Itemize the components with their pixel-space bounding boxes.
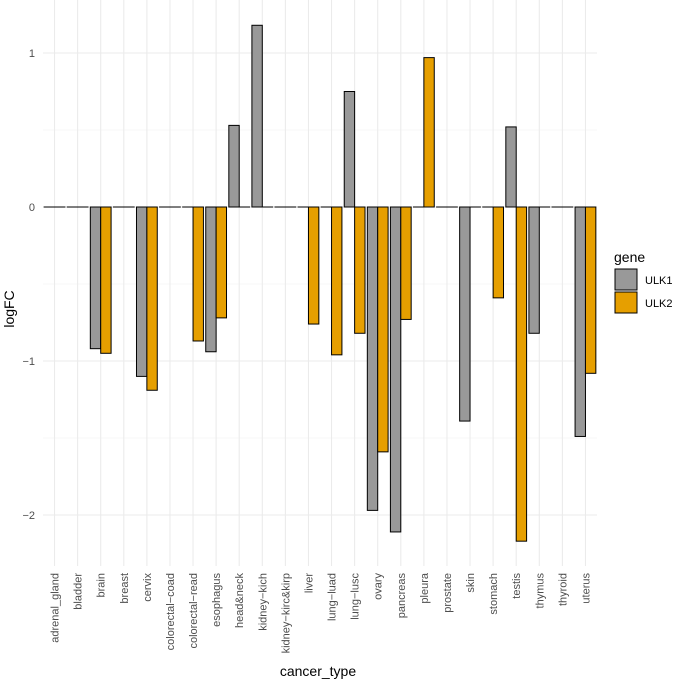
x-tick-label: bladder	[73, 573, 85, 610]
x-tick-label: thymus	[534, 573, 546, 609]
x-tick-label: prostate	[442, 573, 454, 613]
x-tick-label: liver	[303, 573, 315, 594]
legend-swatch-ulk1	[614, 268, 638, 291]
bar-ulk2-11	[307, 206, 320, 325]
bar-ulk1-21	[528, 206, 540, 334]
x-tick-label: lung−lusc	[350, 573, 362, 620]
bar-ulk1-13	[343, 91, 356, 208]
bar-ulk2-15	[400, 206, 412, 320]
bar-ulk1-15	[389, 206, 402, 533]
bar-ulk2-16	[423, 57, 435, 208]
y-tick-label: −2	[22, 510, 35, 522]
x-tick-label: kidney−kich	[257, 573, 269, 631]
bar-ulk1-8	[228, 124, 240, 208]
x-tick-label: head&neck	[234, 573, 246, 629]
bar-ulk1-4	[135, 206, 148, 377]
x-tick-label: kidney−kirc&kirp	[280, 573, 292, 653]
y-tick-label: 0	[29, 202, 35, 214]
grid-lines	[43, 0, 597, 566]
x-tick-label: pancreas	[396, 573, 408, 619]
bar-ulk2-20	[515, 206, 528, 542]
bars	[43, 24, 597, 542]
x-tick-label: colorectal−coad	[165, 573, 177, 650]
y-tick-label: 1	[29, 48, 35, 60]
y-tick-label: −1	[22, 356, 35, 368]
bar-ulk2-14	[377, 206, 389, 453]
bar-ulk2-2	[100, 206, 112, 354]
bar-ulk2-6	[192, 206, 204, 342]
x-tick-label: brain	[96, 573, 108, 597]
legend: gene ULK1 ULK2	[614, 249, 673, 314]
bar-ulk1-20	[505, 126, 517, 208]
bar-ulk1-2	[89, 206, 102, 350]
bar-ulk2-19	[492, 206, 505, 299]
bar-ulk2-23	[584, 206, 597, 374]
y-axis-title: logFC	[1, 290, 17, 327]
x-axis-ticks: adrenal_gland bladder brain breast cervix col…	[50, 572, 593, 653]
bar-ulk1-23	[574, 206, 586, 437]
x-tick-label: esophagus	[211, 573, 223, 627]
bar-ulk1-7	[205, 206, 217, 353]
bar-ulk1-14	[366, 206, 379, 511]
x-tick-label: skin	[465, 573, 477, 593]
x-tick-label: testis	[511, 573, 523, 599]
legend-swatch-ulk2	[614, 291, 638, 314]
x-tick-label: adrenal_gland	[50, 573, 62, 643]
legend-title: gene	[614, 249, 645, 265]
x-tick-label: stomach	[488, 573, 500, 615]
y-axis-ticks: −2 −1 0 1	[22, 48, 35, 522]
x-tick-label: ovary	[373, 573, 385, 600]
x-tick-label: lung−luad	[327, 573, 339, 621]
legend-label-ulk2: ULK2	[645, 298, 673, 310]
x-tick-label: cervix	[142, 573, 154, 602]
x-tick-label: thyroid	[557, 573, 569, 606]
x-axis-title: cancer_type	[280, 663, 356, 679]
bar-ulk2-7	[215, 206, 228, 319]
legend-label-ulk1: ULK1	[645, 275, 673, 287]
bar-ulk1-18	[459, 206, 471, 422]
x-tick-label: pleura	[419, 572, 431, 603]
x-tick-label: uterus	[580, 573, 592, 604]
bar-ulk1-9	[251, 24, 263, 208]
x-tick-label: breast	[119, 573, 131, 604]
bar-ulk2-13	[354, 206, 366, 334]
bar-ulk2-4	[146, 206, 158, 391]
bar-ulk2-12	[331, 206, 343, 356]
x-tick-label: colorectal−read	[188, 573, 200, 649]
